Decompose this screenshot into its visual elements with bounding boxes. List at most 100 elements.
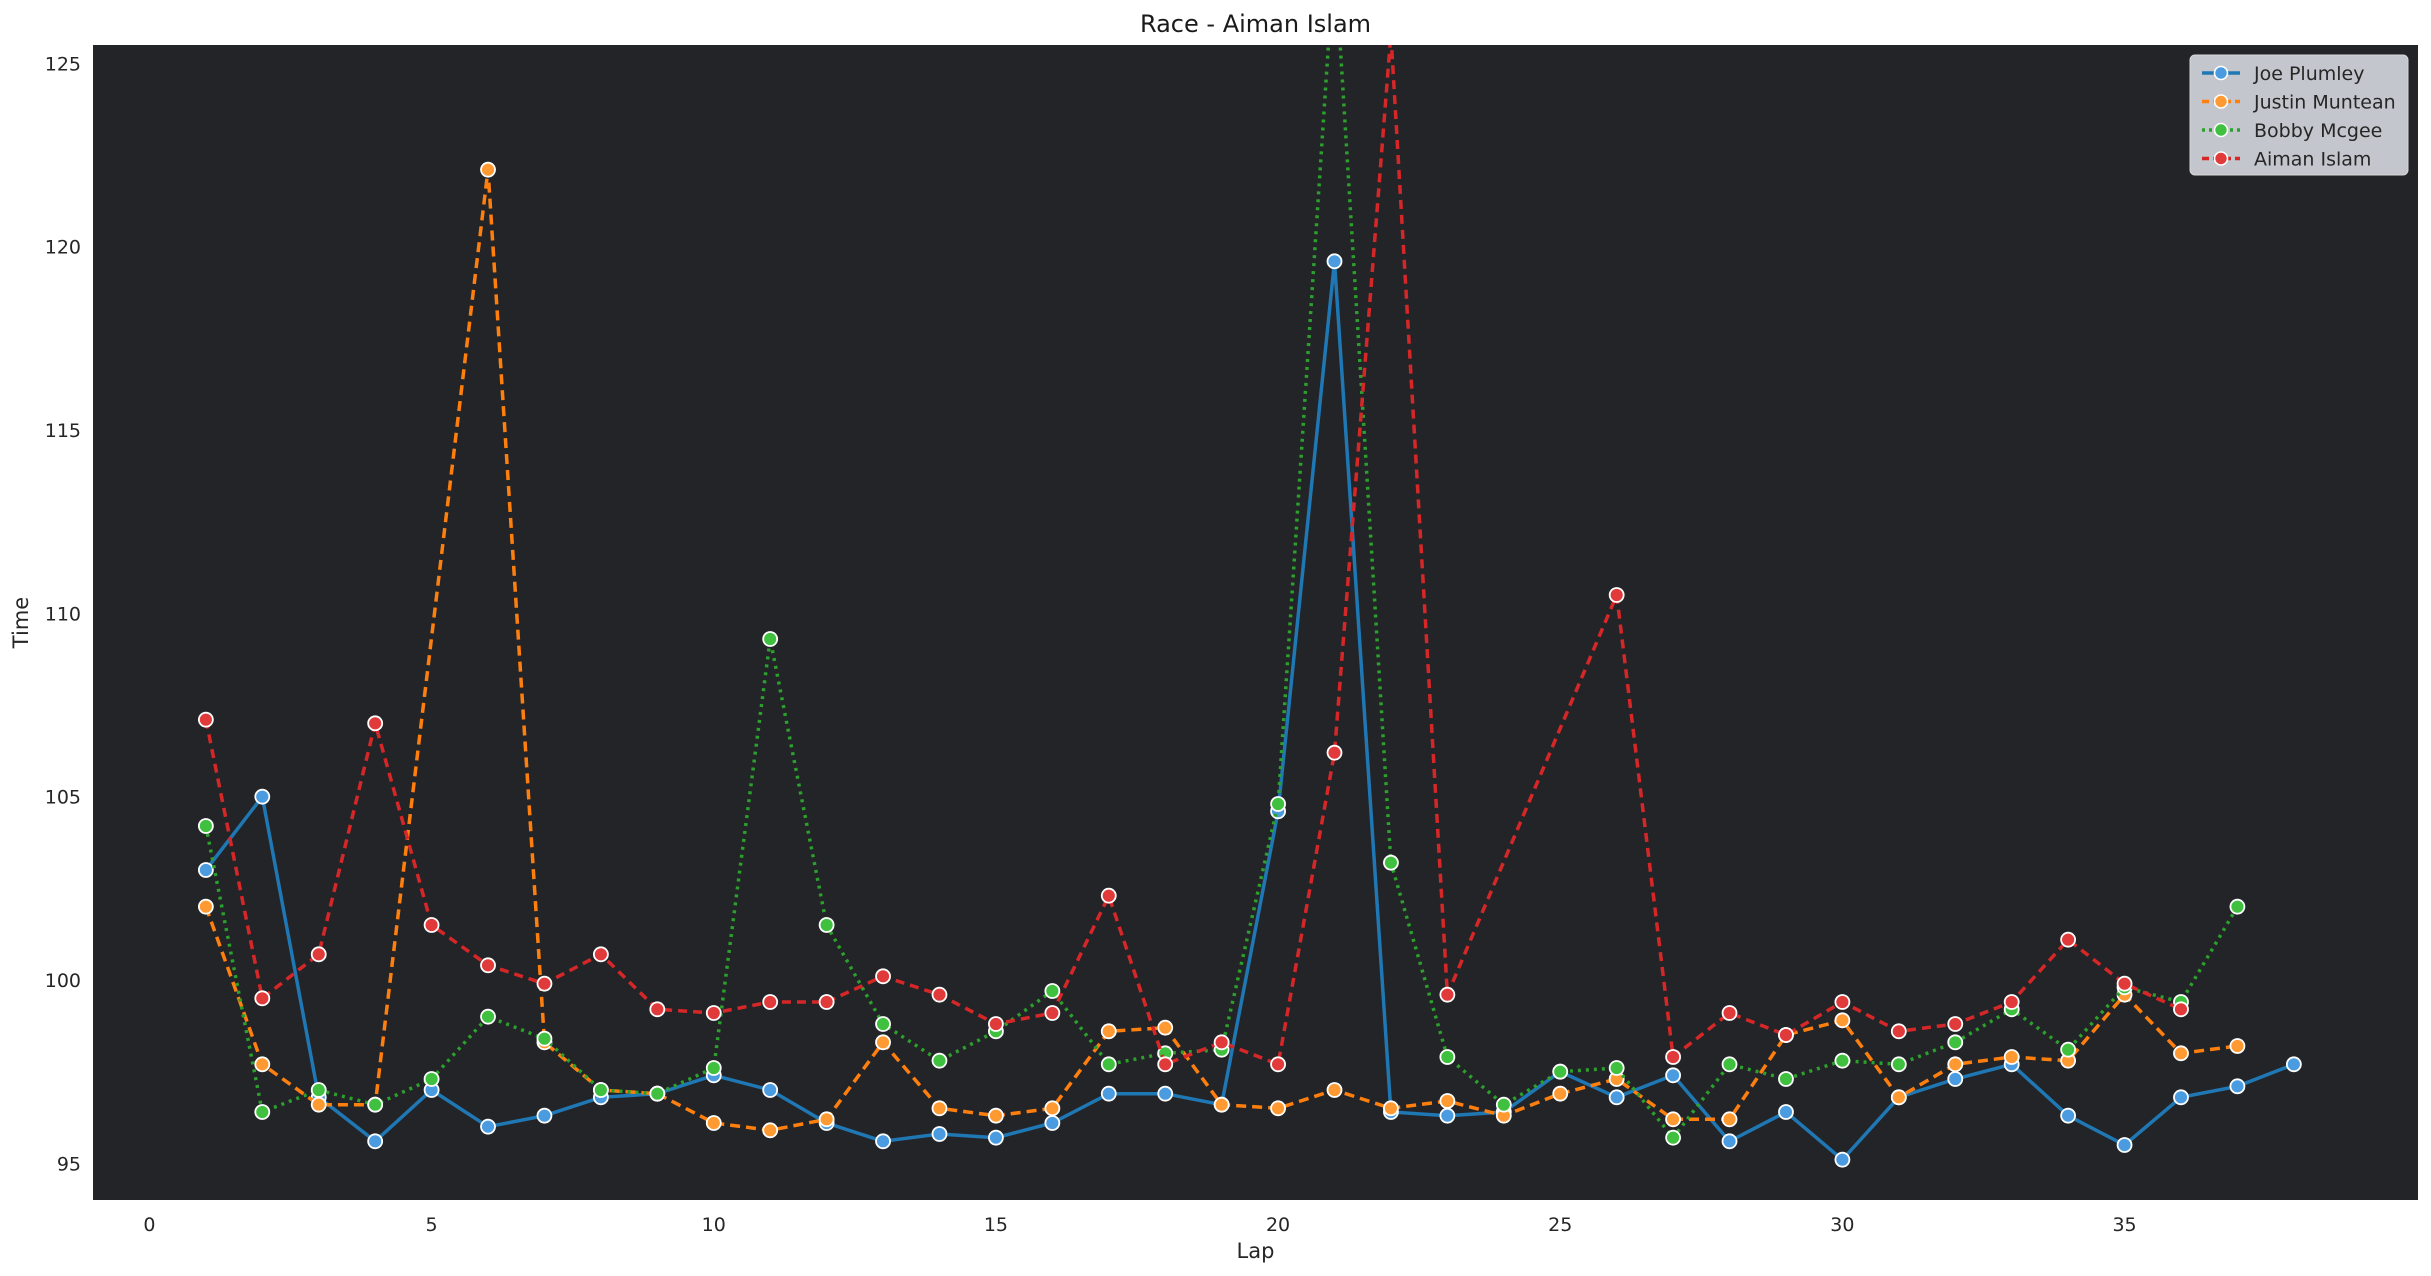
data-point (480, 1118, 496, 1135)
data-point (1721, 1005, 1738, 1021)
data-point (1383, 1100, 1399, 1117)
data-point (1947, 1056, 1964, 1073)
data-point (875, 968, 891, 985)
legend-swatch-marker (2213, 151, 2229, 166)
x-tick-label: 10 (702, 1214, 726, 1236)
data-point (592, 1082, 609, 1098)
data-point (988, 1016, 1004, 1032)
data-point (705, 1060, 722, 1076)
data-point (1721, 1111, 1738, 1128)
data-point (1044, 1005, 1061, 1021)
data-point (762, 994, 779, 1010)
series-line (204, 169, 2238, 1133)
data-point (1270, 1056, 1286, 1073)
x-tick-label: 15 (984, 1214, 1008, 1236)
data-point (1947, 1034, 1964, 1051)
data-point (1157, 1019, 1174, 1036)
data-point (1552, 1085, 1569, 1102)
data-point (2003, 994, 2020, 1010)
data-point (2060, 1107, 2077, 1124)
data-point (1326, 744, 1343, 761)
data-point (1100, 887, 1117, 904)
data-point (875, 1016, 891, 1032)
y-tick-label: 105 (45, 787, 81, 809)
data-point (1890, 1023, 1907, 1040)
x-tick-label: 0 (143, 1214, 155, 1236)
data-point (1608, 1060, 1625, 1076)
x-tick-label: 20 (1266, 1214, 1290, 1236)
data-point (1384, 27, 1398, 41)
y-tick-label: 120 (45, 237, 81, 259)
data-point (1439, 1107, 1456, 1124)
data-point (2116, 975, 2133, 992)
x-axis-label: Lap (1237, 1239, 1275, 1263)
data-point (1721, 1133, 1738, 1150)
data-point (931, 1052, 948, 1069)
data-point (1157, 1085, 1174, 1102)
data-point (1890, 1089, 1907, 1106)
series-group (197, 27, 2302, 1168)
data-point (197, 862, 214, 878)
legend-swatch-marker (2213, 122, 2229, 138)
data-point (1778, 1027, 1794, 1043)
data-point (254, 1104, 271, 1120)
data-point (480, 957, 496, 974)
data-point (480, 1008, 496, 1025)
data-point (367, 1133, 384, 1150)
data-point (423, 1071, 440, 1087)
data-point (1044, 1100, 1061, 1117)
legend-entry-label: Bobby Mcgee (2254, 120, 2382, 142)
data-point (480, 161, 496, 178)
data-point (2173, 1045, 2189, 1062)
x-tick-label: 30 (1830, 1214, 1854, 1236)
data-point (1100, 1056, 1117, 1073)
data-point (592, 946, 609, 963)
data-point (536, 975, 553, 992)
data-point (649, 1085, 666, 1102)
legend: Joe Plumley Justin Muntean Bobby Mcgee Aima… (2189, 54, 2409, 176)
data-point (536, 1030, 553, 1047)
data-point (423, 917, 440, 933)
data-point (1439, 1093, 1456, 1109)
data-point (762, 1122, 779, 1139)
series-aiman-islam (197, 27, 2189, 1073)
data-point (705, 1005, 722, 1021)
y-tick-label: 125 (45, 53, 81, 75)
legend-entry-label: Justin Muntean (2253, 92, 2396, 114)
y-ticks: 95 100 105 110 115 120 125 (45, 53, 81, 1175)
y-tick-label: 95 (57, 1153, 81, 1175)
data-point (1213, 1034, 1230, 1051)
data-point (1100, 1085, 1117, 1102)
data-point (762, 1082, 779, 1098)
data-point (254, 1056, 271, 1073)
data-point (875, 1133, 891, 1150)
legend-swatch-marker (2213, 94, 2229, 109)
data-point (1270, 1100, 1286, 1117)
data-point (367, 1096, 384, 1113)
legend-swatch-marker (2213, 65, 2229, 81)
data-point (1665, 1067, 1681, 1084)
data-point (1495, 1096, 1512, 1113)
data-point (875, 1034, 891, 1051)
data-point (1834, 1012, 1851, 1029)
data-point (1665, 1049, 1681, 1065)
data-point (1665, 1129, 1681, 1146)
data-point (1778, 1071, 1794, 1087)
data-point (1439, 986, 1456, 1003)
data-point (931, 1126, 948, 1142)
data-point (2173, 1001, 2189, 1018)
plot-background (93, 45, 2418, 1200)
data-point (1665, 1111, 1681, 1128)
data-point (197, 898, 214, 915)
data-point (2229, 898, 2246, 915)
x-tick-label: 5 (426, 1214, 438, 1236)
data-point (310, 1082, 327, 1098)
data-point (2003, 1049, 2020, 1065)
data-point (1834, 1151, 1851, 1168)
chart-title: Race - Aiman Islam (1140, 10, 1371, 38)
data-point (1834, 1052, 1851, 1069)
data-point (2060, 1041, 2077, 1058)
data-point (1778, 1104, 1794, 1120)
data-point (254, 788, 271, 805)
